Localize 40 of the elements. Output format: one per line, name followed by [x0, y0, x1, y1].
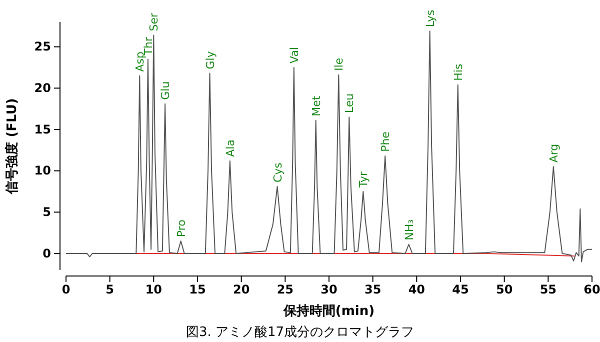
x-tick-label: 10 — [145, 282, 162, 297]
x-axis-title: 保持時間(min) — [282, 304, 375, 319]
annotation: Ile — [332, 58, 346, 71]
x-tick-label: 30 — [320, 282, 338, 297]
x-tick-label: 40 — [408, 282, 426, 297]
y-tick-label: 15 — [34, 122, 51, 136]
x-tick-label: 0 — [62, 282, 70, 297]
x-tick-label: 25 — [276, 282, 294, 297]
x-tick-label: 50 — [496, 282, 513, 297]
annotation: Cys — [271, 162, 284, 183]
annotation: Lys — [424, 9, 437, 28]
annotation: Val — [288, 47, 301, 64]
y-tick-label: 25 — [34, 40, 51, 54]
y-tick-label: 20 — [34, 80, 51, 95]
x-tick-label: 15 — [189, 282, 206, 297]
annotation: Ala — [224, 140, 237, 157]
annotation: Gly — [204, 50, 217, 70]
annotation: Leu — [343, 93, 356, 114]
x-tick-label: 35 — [364, 282, 382, 297]
annotation: Ser — [148, 12, 161, 32]
x-tick-label: 20 — [232, 282, 250, 297]
line-series — [66, 30, 592, 262]
y-tick-label: 0 — [42, 246, 51, 260]
annotation: Pro — [174, 219, 188, 238]
x-tick-label: 55 — [540, 282, 557, 297]
annotation: Asp — [134, 51, 147, 72]
y-tick-label: 10 — [34, 164, 51, 178]
caption: 図3. アミノ酸17成分のクロマトグラフ — [186, 325, 414, 340]
y-tick-label: 5 — [42, 204, 51, 219]
annotation: His — [452, 64, 465, 81]
y-axis-title: 信号強度 (FLU) — [4, 98, 20, 195]
x-tick-label: 60 — [584, 282, 600, 297]
annotation: Tyr — [357, 170, 370, 188]
annotation: Phe — [379, 131, 392, 152]
x-tick-label: 45 — [452, 282, 469, 297]
annotation: NH₃ — [402, 219, 416, 240]
x-tick-label: 5 — [106, 282, 114, 297]
annotation: Met — [310, 95, 323, 116]
annotation: Glu — [159, 81, 172, 100]
annotation: Arg — [547, 144, 560, 163]
